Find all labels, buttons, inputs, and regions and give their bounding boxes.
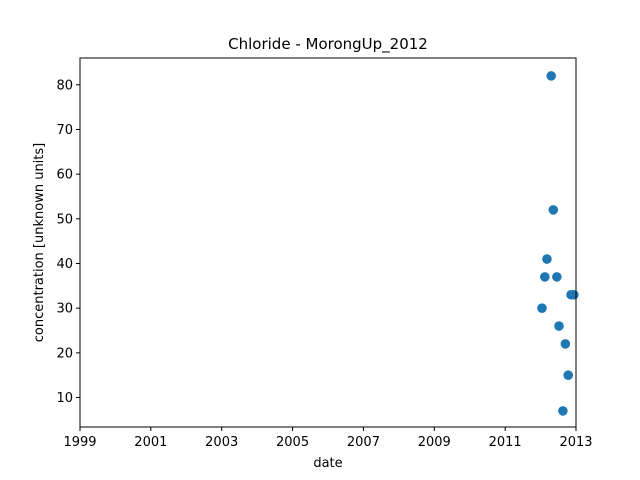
y-tick-label: 40 xyxy=(56,257,73,272)
data-point xyxy=(540,272,550,282)
x-tick-label: 2003 xyxy=(205,435,238,450)
data-point xyxy=(569,289,579,300)
data-point xyxy=(546,71,556,81)
data-points xyxy=(537,71,579,416)
x-tick-label: 2009 xyxy=(418,435,451,450)
data-point xyxy=(554,321,564,331)
y-tick-label: 50 xyxy=(56,212,73,227)
y-tick-label: 20 xyxy=(56,346,73,361)
y-axis-ticks: 10 20 30 40 50 60 70 80 xyxy=(56,78,80,406)
plot-frame xyxy=(79,57,577,428)
x-tick-label: 1999 xyxy=(63,435,96,450)
y-tick-label: 80 xyxy=(56,78,73,93)
data-point xyxy=(552,272,562,282)
y-tick-label: 30 xyxy=(56,302,73,317)
x-tick-label: 2013 xyxy=(559,435,592,450)
x-tick-label: 2007 xyxy=(347,435,380,450)
data-point xyxy=(548,205,559,215)
data-point xyxy=(542,254,552,264)
chart-title: Chloride - MorongUp_2012 xyxy=(228,35,428,54)
data-point xyxy=(558,406,568,416)
x-tick-label: 2005 xyxy=(276,435,309,450)
x-tick-label: 2011 xyxy=(489,435,522,450)
x-axis-ticks: 1999 2001 2003 2005 2007 2009 2011 2013 xyxy=(63,427,593,450)
y-tick-label: 70 xyxy=(56,123,73,138)
y-tick-label: 10 xyxy=(56,391,73,406)
data-point xyxy=(560,339,571,349)
y-tick-label: 60 xyxy=(56,168,73,183)
x-axis-label: date xyxy=(313,456,342,471)
x-tick-label: 2001 xyxy=(134,435,167,450)
data-point xyxy=(563,370,574,380)
data-point xyxy=(537,303,547,313)
y-axis-label: concentration [unknown units] xyxy=(32,143,47,342)
